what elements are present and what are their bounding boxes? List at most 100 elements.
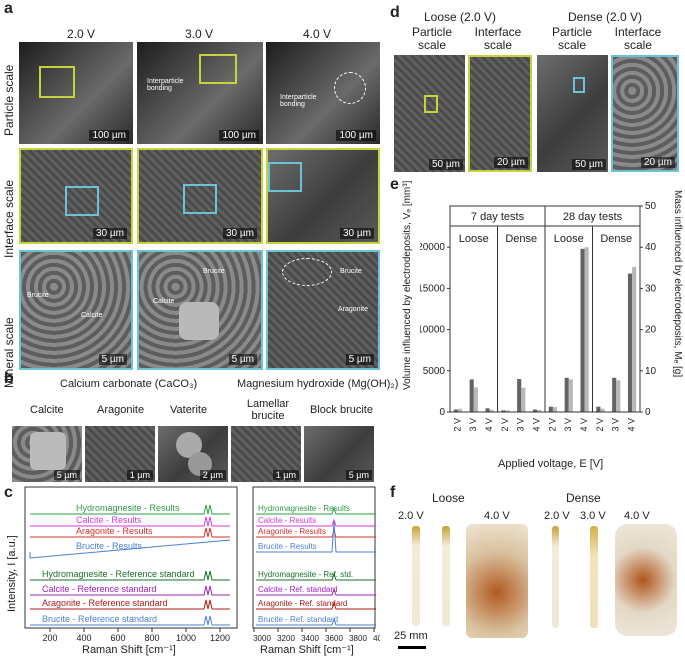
scalebar-label: 5 µm	[345, 354, 374, 365]
col-label-4v: 4.0 V	[303, 27, 332, 41]
raman-trace	[256, 601, 376, 610]
sem-dense-particle: 50 µm	[537, 55, 608, 172]
scalebar-label: 5 µm	[53, 470, 80, 480]
period-label: 7 day tests	[471, 211, 525, 223]
sem-particle-4v: Interparticle bonding 100 µm	[266, 42, 380, 144]
raman-trace	[30, 570, 230, 581]
annotation-calcite: Calcite	[81, 312, 103, 319]
bar	[564, 377, 569, 412]
xtick-label: 2 V	[595, 418, 605, 432]
raman-trace-label: Hydromagnesite - Reference standard	[42, 569, 195, 579]
raman-xlabel-right: Raman Shift [cm⁻¹]	[260, 644, 354, 656]
group-label-loose: Loose (2.0 V)	[424, 10, 497, 24]
calcite-crystal	[30, 432, 66, 470]
group-label-mgoh2: Magnesium hydroxide (Mg(OH)₂)	[237, 378, 399, 390]
voltage-label: 2.0 V	[544, 510, 570, 522]
bar	[453, 409, 458, 412]
tick-label: 600	[110, 633, 125, 642]
scalebar-label: 100 µm	[219, 130, 259, 141]
xtick-label: 4 V	[484, 418, 494, 432]
bar	[505, 410, 510, 412]
label-block-brucite: Block brucite	[310, 404, 373, 416]
group-label-dense: Dense	[566, 491, 601, 505]
roi-box	[199, 54, 237, 84]
raman-trace	[30, 615, 230, 626]
ytick-label: 10000	[420, 325, 445, 336]
xtick-label: 3 V	[468, 418, 478, 432]
dashed-outline	[282, 258, 332, 286]
raman-right-plot: Hydromagnesite - Results Calcite - Result…	[252, 486, 380, 642]
raman-trace	[30, 585, 230, 596]
group-label: Loose	[554, 233, 584, 245]
chart-ylabel: Volume influenced by electrodeposits, Vₑ…	[402, 180, 413, 390]
tick-label: 1000	[176, 633, 196, 642]
raman-trace-label: Brucite - Results	[258, 542, 317, 551]
raman-trace-label: Aragonite - Reference standard	[42, 598, 168, 608]
scalebar-label: 20 µm	[641, 157, 675, 168]
raman-trace	[256, 587, 376, 596]
tick-label: 3600	[325, 634, 343, 642]
roi-box	[183, 184, 217, 214]
rod-dense-2v	[552, 526, 559, 628]
bar	[584, 247, 589, 412]
annotation-brucite: Brucite	[340, 268, 362, 275]
tick-label: 200	[42, 633, 57, 642]
raman-ylabel: Intensity, I [a.u.]	[6, 535, 18, 612]
bar	[473, 387, 478, 412]
xtick-label: 3 V	[611, 418, 621, 432]
sem-mineral-2v: Brucite Calcite 5 µm	[19, 250, 133, 370]
sem-aragonite: 1 µm	[85, 426, 155, 482]
panel-c-label: c	[4, 484, 13, 501]
raman-trace-label: Aragonite - Ref. standard	[258, 599, 347, 608]
dashed-outline	[334, 72, 366, 104]
raman-trace-label: Hydromagnesite - Results	[258, 504, 350, 513]
raman-trace	[30, 516, 230, 527]
tick-label: 3000	[253, 634, 271, 642]
bar	[537, 409, 542, 412]
annotation-interparticle: Interparticle bonding	[147, 78, 184, 92]
voltage-label: 3.0 V	[580, 510, 606, 522]
sub-label: Particle scale	[551, 25, 592, 52]
annotation-aragonite: Aragonite	[338, 306, 368, 313]
sub-label: Interface scale	[614, 25, 662, 52]
sem-loose-particle: 50 µm	[394, 55, 465, 172]
bar	[616, 380, 621, 412]
scalebar-label: 50 µm	[572, 159, 606, 170]
scalebar-label: 5 µm	[228, 354, 257, 365]
panel-e-label: e	[390, 176, 399, 193]
raman-trace-label: Aragonite - Results	[76, 526, 153, 536]
scalebar-label: 30 µm	[223, 228, 257, 239]
annotation-brucite: Brucite	[203, 268, 225, 275]
group-label: Dense	[600, 233, 632, 245]
raman-trace	[256, 521, 376, 553]
bar	[469, 379, 474, 412]
bar	[489, 409, 494, 412]
tick-label: 4000	[373, 634, 380, 642]
raman-trace	[256, 617, 376, 626]
sem-interface-2v: 30 µm	[19, 148, 133, 244]
bar-chart: 7 day tests 28 day tests Loose Dense Loose De…	[420, 201, 657, 432]
col-label-2v: 2.0 V	[67, 27, 96, 41]
ytick-label: 20000	[420, 242, 445, 253]
tick-label: 3200	[277, 634, 295, 642]
panel-b-label: b	[4, 370, 14, 387]
y2tick-label: 50	[645, 201, 657, 212]
xtick-label: 4 V	[626, 418, 636, 432]
xtick-label: 3 V	[563, 418, 573, 432]
sem-loose-interface: 20 µm	[468, 55, 532, 172]
raman-trace-label: Hydromagnesite - Results	[76, 503, 180, 513]
group-label-dense: Dense (2.0 V)	[568, 10, 643, 24]
sem-mineral-4v: Brucite Aragonite 5 µm	[266, 250, 380, 370]
roi-box	[65, 186, 99, 216]
specimen-loose-4v	[466, 524, 528, 638]
sem-calcite: 5 µm	[12, 426, 82, 482]
panel-a-label: a	[4, 0, 13, 17]
xtick-label: 2 V	[547, 418, 557, 432]
label-lamellar-brucite: Lamellar brucite	[246, 398, 290, 422]
scalebar-label: 30 µm	[340, 228, 374, 239]
sub-label: Particle scale	[411, 25, 452, 52]
xtick-label: 4 V	[579, 418, 589, 432]
roi-box	[573, 77, 585, 93]
raman-trace-label: Hydromagnesite - Ref. std.	[258, 570, 353, 579]
roi-box	[268, 162, 302, 192]
